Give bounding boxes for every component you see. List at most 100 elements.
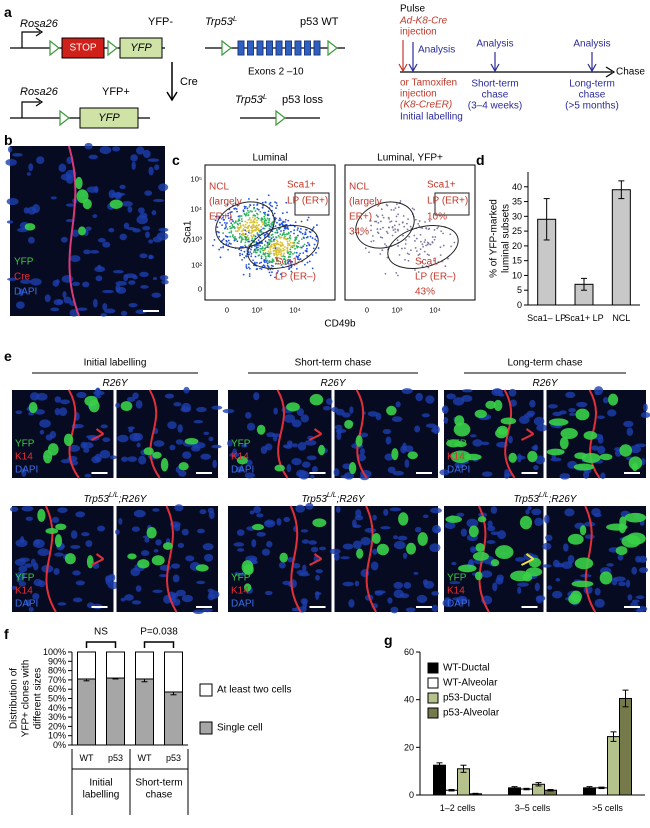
flow-event <box>253 221 256 223</box>
micrograph-feature <box>310 474 315 479</box>
micrograph-feature <box>28 163 34 172</box>
flow-event <box>250 231 253 234</box>
label: K14 <box>231 452 249 463</box>
y-tick-label: 25 <box>512 226 522 236</box>
micrograph-feature <box>444 521 456 530</box>
micrograph-feature <box>392 470 404 476</box>
micrograph-feature <box>460 528 468 537</box>
flow-event <box>370 240 373 243</box>
micrograph-feature <box>116 286 127 294</box>
label: K14 <box>447 586 465 597</box>
flow-event <box>261 206 264 209</box>
flow-event <box>286 259 289 262</box>
flow-event <box>286 237 289 240</box>
micrograph-feature <box>431 591 439 596</box>
micrograph-feature <box>302 564 307 571</box>
flow-event <box>442 232 444 235</box>
flow-event <box>222 215 225 217</box>
micrograph-feature <box>594 391 600 395</box>
flow-event <box>259 250 262 253</box>
label: YFP <box>15 439 35 450</box>
micrograph-feature <box>82 281 90 288</box>
flow-event <box>377 232 380 235</box>
micrograph-feature <box>84 395 98 407</box>
micrograph-feature <box>348 599 355 608</box>
arrow-marker <box>521 553 535 566</box>
flow-event <box>272 260 275 262</box>
flow-event <box>265 261 268 263</box>
flow-event <box>225 240 228 243</box>
flow-event <box>384 272 387 275</box>
micrograph-feature <box>196 528 205 534</box>
flow-event <box>306 219 309 221</box>
flow-event <box>247 236 250 239</box>
flow-event <box>304 263 306 266</box>
micrograph-feature <box>584 534 595 540</box>
flow-event <box>433 259 435 262</box>
micrograph-feature <box>546 448 565 456</box>
micrograph-feature <box>416 594 428 603</box>
flow-event <box>406 222 408 225</box>
label: Analysis <box>573 39 610 50</box>
micrograph-feature <box>487 525 496 532</box>
label: Chase <box>616 67 645 78</box>
micrograph-feature <box>306 455 317 461</box>
flow-event <box>214 219 217 222</box>
flow-event <box>240 230 243 232</box>
flow-event <box>390 208 393 211</box>
stop-cassette <box>61 37 105 59</box>
micrograph-feature <box>591 508 601 516</box>
micrograph-feature <box>23 207 30 214</box>
micrograph-feature <box>534 582 540 592</box>
flow-event <box>266 262 269 265</box>
flow-event <box>286 249 289 252</box>
gene-suffix: ;R26Y <box>549 494 578 505</box>
flow-event <box>369 219 372 222</box>
flow-event <box>250 255 253 258</box>
flow-event <box>282 255 284 258</box>
flow-event <box>281 224 284 226</box>
micrograph-feature <box>199 509 207 515</box>
micrograph-feature <box>49 430 57 439</box>
gene-label: R26Y <box>320 378 346 389</box>
micrograph-feature <box>233 542 245 547</box>
flow-event <box>271 230 274 233</box>
micrograph-feature <box>89 250 100 254</box>
flow-event <box>381 214 384 217</box>
micrograph-feature <box>370 561 379 571</box>
arrow-head <box>408 63 418 73</box>
micrograph-feature <box>243 583 252 592</box>
micrograph-feature <box>503 389 516 479</box>
flow-event <box>401 221 404 224</box>
flow-event <box>263 234 266 237</box>
flow-event <box>216 226 219 229</box>
flow-event <box>233 207 236 210</box>
flow-event <box>386 204 389 207</box>
micrograph-feature <box>97 238 106 243</box>
flow-event <box>375 214 378 217</box>
micrograph-feature <box>576 401 588 408</box>
label: NCL <box>349 182 369 193</box>
flow-event <box>240 218 243 220</box>
flow-event <box>278 217 281 220</box>
micrograph-feature <box>291 419 302 428</box>
label: K14 <box>231 586 249 597</box>
micrograph-feature <box>627 594 633 601</box>
flow-event <box>276 260 278 263</box>
flow-event <box>263 265 266 268</box>
micrograph-feature <box>148 239 154 244</box>
micrograph-feature <box>266 432 276 438</box>
micrograph-feature <box>120 597 126 602</box>
flow-event <box>382 226 384 229</box>
micrograph-feature <box>148 255 154 260</box>
flow-event <box>293 232 295 235</box>
label: Sca1– <box>415 257 444 268</box>
flow-event <box>290 266 293 269</box>
flow-event <box>269 250 272 253</box>
micrograph-feature <box>497 530 507 540</box>
micrograph-feature <box>547 404 558 409</box>
micrograph-feature <box>425 395 435 404</box>
flow-event <box>434 236 437 238</box>
micrograph-feature <box>390 606 399 614</box>
micrograph-feature <box>159 275 169 281</box>
